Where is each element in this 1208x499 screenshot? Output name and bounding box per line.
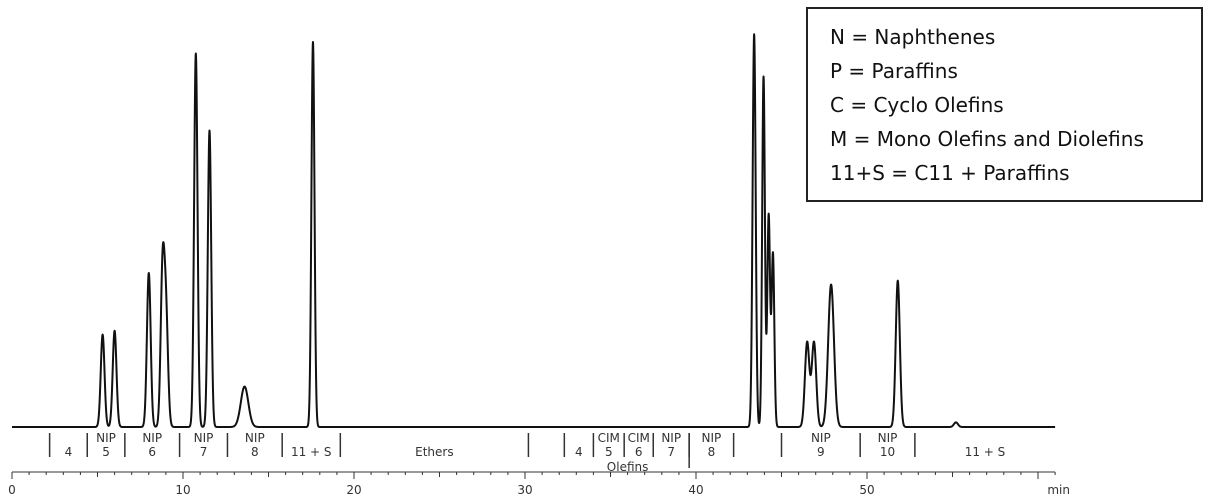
x-axis-label: min	[1047, 483, 1070, 497]
segment-label: 4	[575, 445, 583, 459]
segment-label: Ethers	[415, 445, 453, 459]
x-tick-label: 20	[346, 483, 361, 497]
legend-entry: M = Mono Olefins and Diolefins	[830, 127, 1144, 151]
segment-label: 11 + S	[965, 445, 1006, 459]
legend-box	[806, 7, 1203, 202]
legend-entry: 11+S = C11 + Paraffins	[830, 161, 1070, 185]
segment-label-top: NIP	[811, 431, 831, 445]
segment-label: 4	[65, 445, 73, 459]
legend-entry: C = Cyclo Olefins	[830, 93, 1004, 117]
chromatogram-trace	[11, 33, 1056, 428]
segment-label: 11 + S	[291, 445, 332, 459]
segment-label-top: CIM	[598, 431, 620, 445]
segment-label-top: NIP	[661, 431, 681, 445]
x-tick-label: 40	[688, 483, 703, 497]
x-tick-label: 10	[175, 483, 190, 497]
segment-label-top: CIM	[628, 431, 650, 445]
segment-label: 7	[667, 445, 675, 459]
x-axis-ticks: 0 10 20 30 40 50	[8, 472, 1056, 497]
segment-label-top: NIP	[878, 431, 898, 445]
segment-label: 7	[200, 445, 208, 459]
segment-label: 5	[102, 445, 110, 459]
segment-group-label: Olefins	[607, 460, 649, 474]
segment-label: 9	[817, 445, 825, 459]
x-tick-label: 50	[859, 483, 874, 497]
segment-label-top: NIP	[245, 431, 265, 445]
segment-label-top: NIP	[142, 431, 162, 445]
segment-label-top: NIP	[96, 431, 116, 445]
segment-label-top: NIP	[194, 431, 214, 445]
legend-entry: N = Naphthenes	[830, 25, 995, 49]
legend-entry: P = Paraffins	[830, 59, 958, 83]
segment-label: 8	[251, 445, 259, 459]
segment-label: 6	[148, 445, 156, 459]
segment-label: 5	[605, 445, 613, 459]
legend: N = Naphthenes P = Paraffins C = Cyclo Ole…	[806, 7, 1203, 202]
segment-label: 8	[708, 445, 716, 459]
x-tick-label: 0	[8, 483, 16, 497]
segment-label-top: NIP	[702, 431, 722, 445]
x-tick-label: 30	[517, 483, 532, 497]
segment-label: 6	[635, 445, 643, 459]
segment-label: 10	[880, 445, 895, 459]
